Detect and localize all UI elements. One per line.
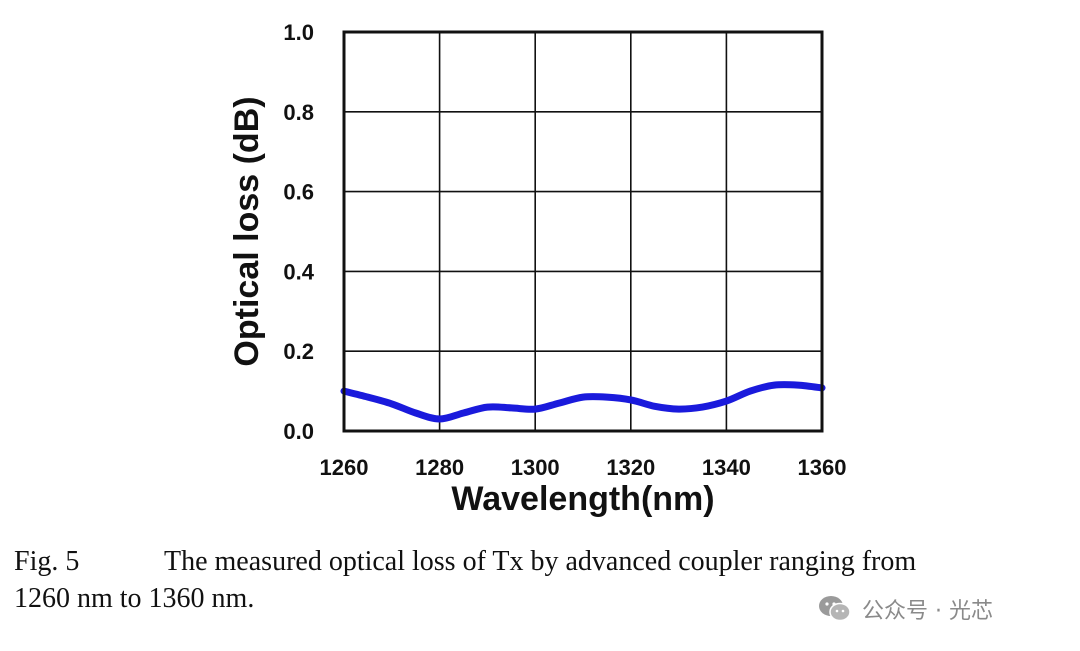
series-layer <box>340 381 826 423</box>
x-tick-labels: 1260 1280 1300 1320 1340 1360 <box>320 455 847 480</box>
x-tick-label: 1280 <box>415 455 464 480</box>
y-tick-label: 0.6 <box>283 180 314 205</box>
wechat-icon <box>819 596 851 622</box>
y-tick-label: 1.0 <box>283 20 314 45</box>
caption-text-1: The measured optical loss of Tx by advan… <box>164 546 917 577</box>
caption-line-2: 1260 nm to 1360 nm. <box>14 583 255 614</box>
watermark: 公众号 · 光芯 <box>818 593 993 625</box>
optical-loss-chart: 0.00.20.40.60.81.0 1260 1280 1300 1320 1340 1… <box>228 20 847 518</box>
chart-grid <box>343 31 823 432</box>
x-tick-label: 1340 <box>702 455 751 480</box>
y-tick-label: 0.2 <box>283 339 314 364</box>
y-axis-label: Optical loss (dB) <box>228 96 266 366</box>
figure-caption: Fig. 5 The measured optical loss of Tx by… <box>14 543 1070 617</box>
x-axis-label: Wavelength(nm) <box>451 480 714 518</box>
figure-label: Fig. 5 <box>14 546 80 577</box>
x-tick-label: 1320 <box>606 455 655 480</box>
plot-frame <box>342 30 824 433</box>
watermark-text: 公众号 · 光芯 <box>862 599 993 624</box>
series-line-optical-loss <box>340 381 826 423</box>
x-tick-label: 1300 <box>511 455 560 480</box>
y-tick-labels: 0.0 0.2 0.4 0.6 0.8 1.0 <box>283 20 314 444</box>
caption-line-1: Fig. 5 The measured optical loss of Tx by… <box>14 543 1070 580</box>
y-tick-label: 0.4 <box>283 259 314 284</box>
x-tick-label: 1260 <box>320 455 369 480</box>
x-tick-label: 1360 <box>798 455 847 480</box>
y-tick-label: 0.8 <box>283 100 314 125</box>
y-tick-label: 0.0 <box>283 419 314 444</box>
